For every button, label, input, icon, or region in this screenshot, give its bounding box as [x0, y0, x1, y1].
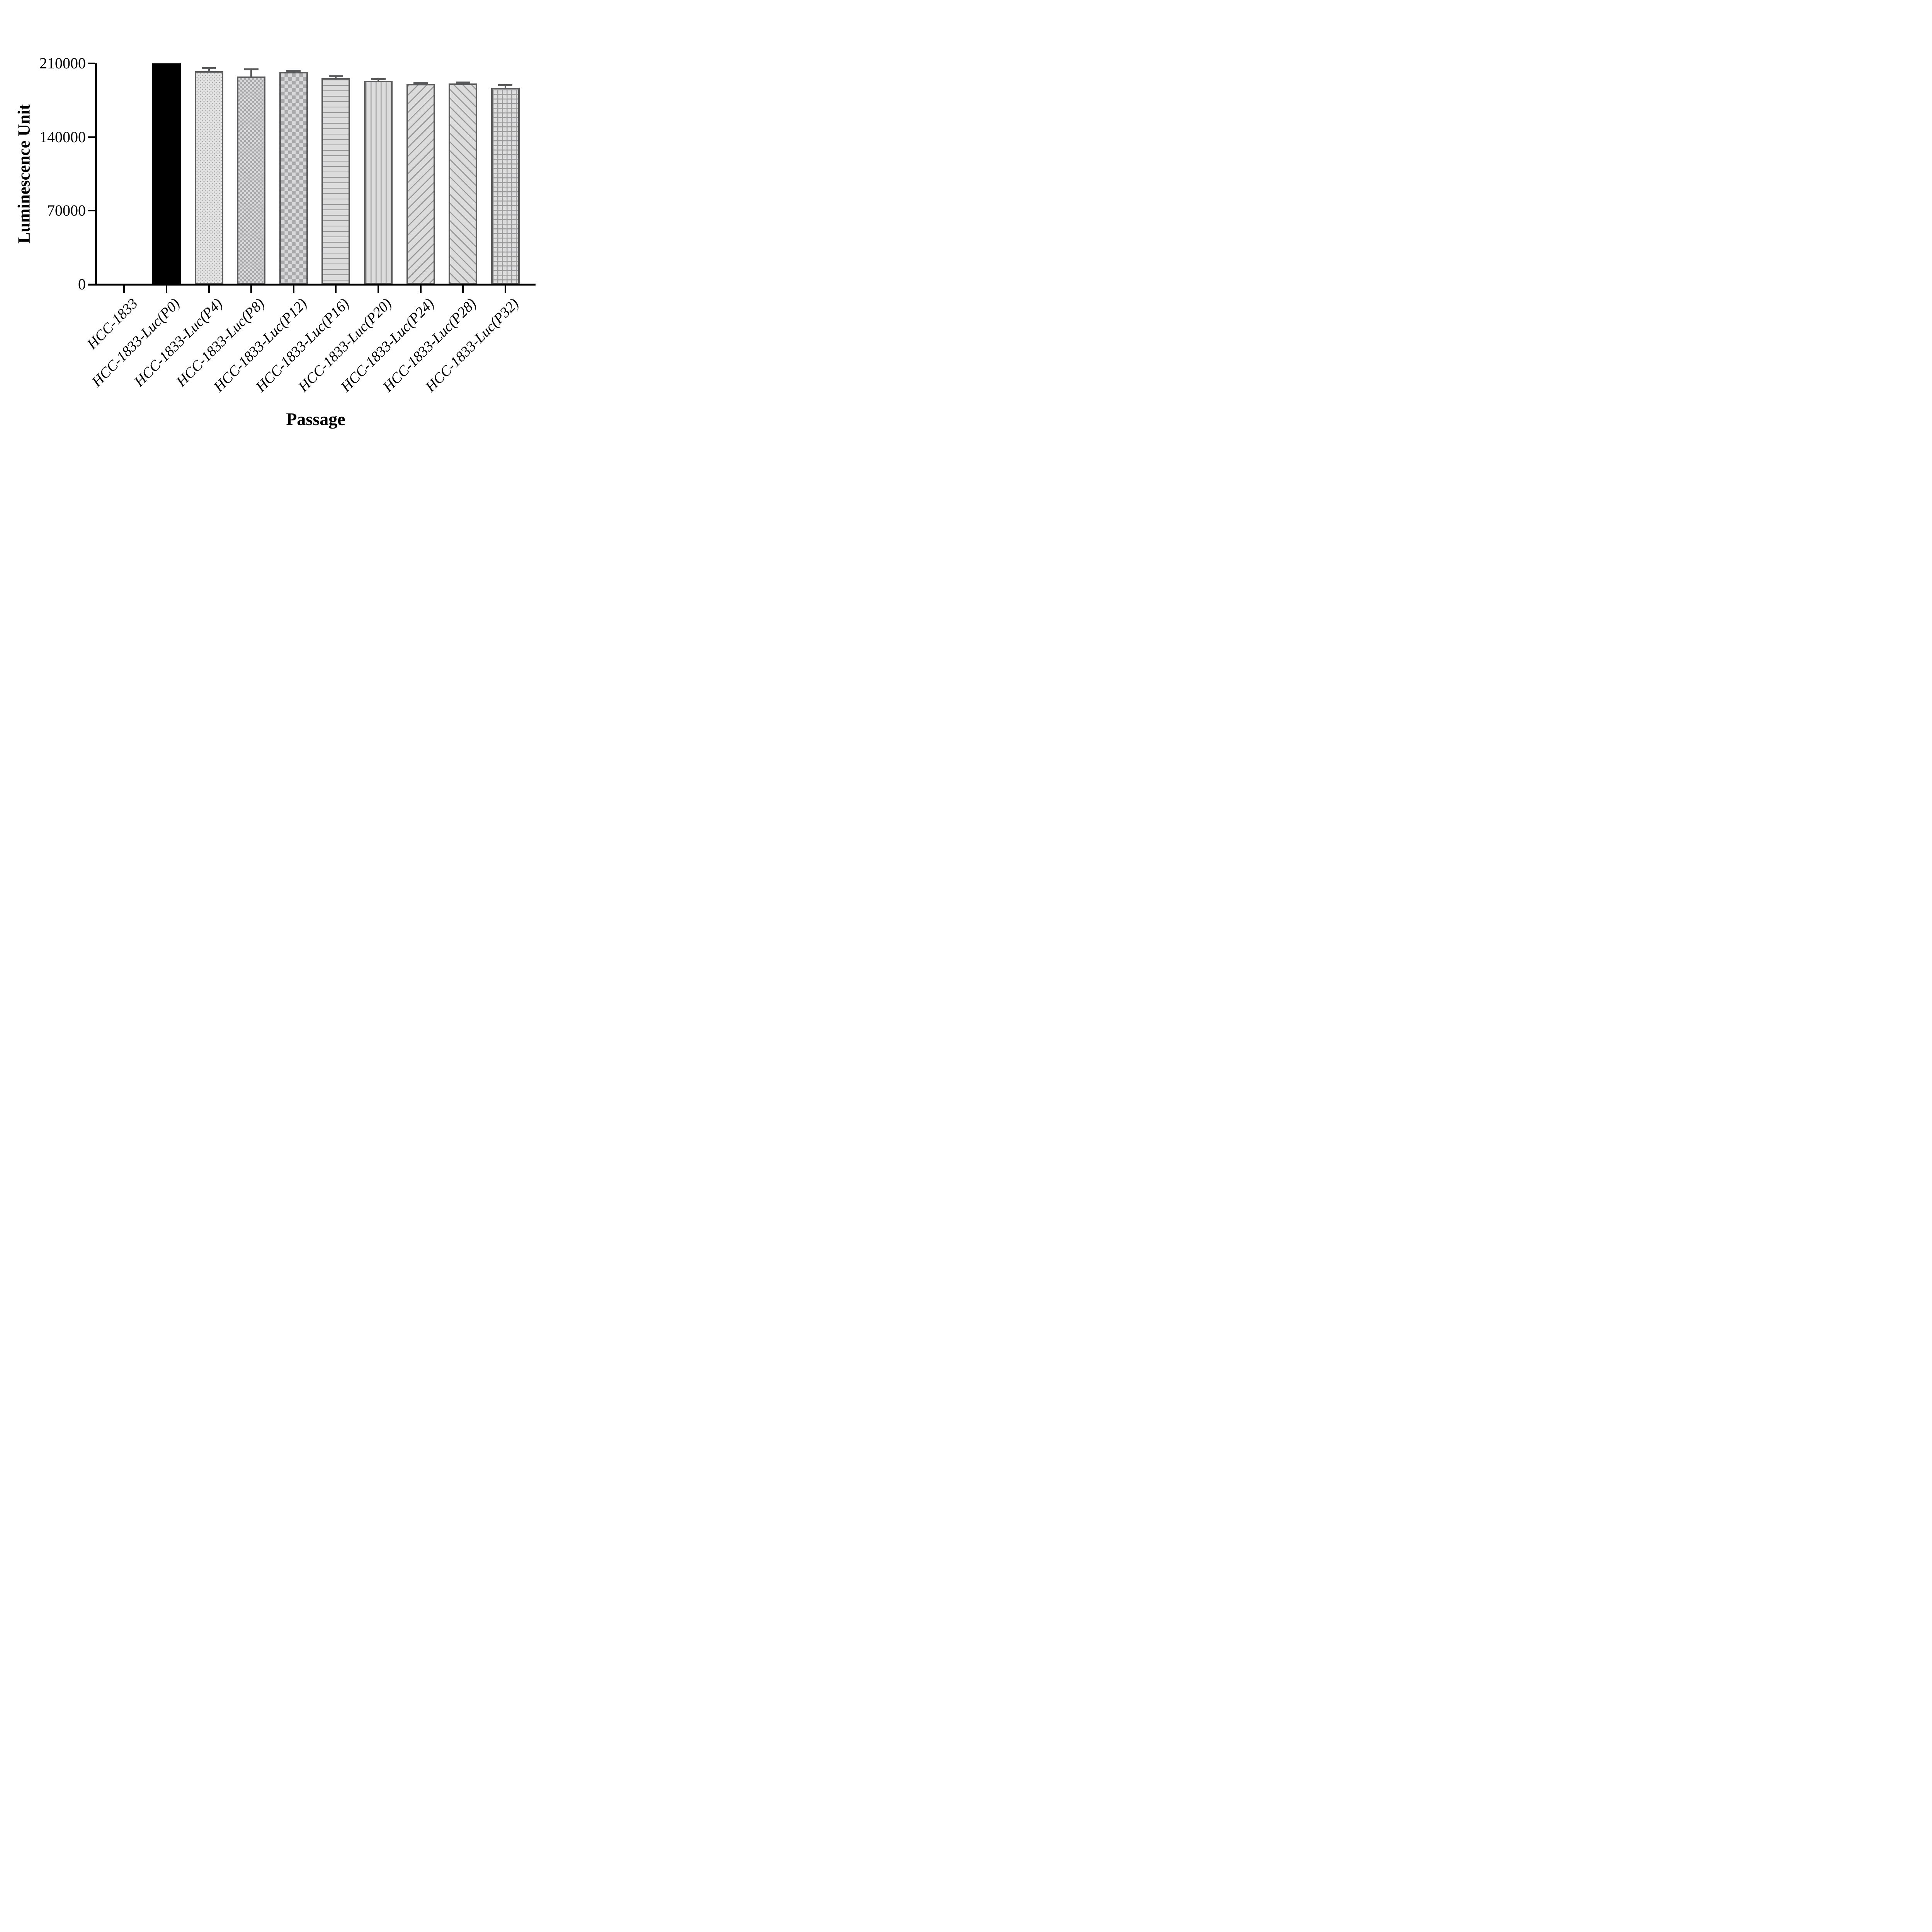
x-tick-hcc-1833-luc-p20 [378, 285, 379, 293]
error-bar-cap-hcc-1833-luc-p16 [328, 75, 343, 78]
bar-hcc-1833-luc-p12 [279, 71, 308, 284]
y-tick-0 [87, 284, 95, 285]
x-axis-line [88, 283, 536, 286]
error-bar-cap-hcc-1833-luc-p32 [498, 84, 513, 87]
error-bar-cap-hcc-1833-luc-p12 [286, 70, 301, 72]
y-axis-line [95, 63, 97, 284]
x-tick-hcc-1833-luc-p24 [420, 285, 422, 293]
bar-hcc-1833-luc-p8 [237, 77, 266, 284]
x-tick-hcc-1833-luc-p32 [504, 285, 506, 293]
error-bar-stem-hcc-1833-luc-p4 [208, 69, 210, 72]
y-tick-210000 [87, 63, 95, 64]
bar-hcc-1833-luc-p20 [364, 80, 393, 284]
x-axis-title: Passage [286, 409, 345, 429]
y-tick-140000 [87, 136, 95, 138]
bar-hcc-1833-luc-p28 [449, 83, 478, 284]
y-tick-label-70000: 70000 [47, 202, 86, 219]
bar-hcc-1833-luc-p24 [406, 84, 435, 284]
error-bar-stem-hcc-1833-luc-p16 [335, 77, 337, 79]
y-tick-label-0: 0 [78, 276, 86, 293]
x-tick-hcc-1833-luc-p28 [462, 285, 464, 293]
x-tick-hcc-1833-luc-p12 [293, 285, 294, 293]
error-bar-cap-hcc-1833-luc-p8 [244, 68, 259, 70]
error-bar-stem-hcc-1833-luc-p8 [250, 70, 252, 78]
bar-hcc-1833-luc-p32 [491, 87, 520, 284]
error-bar-cap-hcc-1833-luc-p24 [413, 82, 428, 85]
y-tick-70000 [87, 210, 95, 212]
bar-hcc-1833-luc-p16 [321, 78, 350, 284]
bar-hcc-1833-luc-p0 [152, 63, 181, 284]
error-bar-stem-hcc-1833-luc-p32 [504, 86, 506, 88]
y-tick-label-140000: 140000 [39, 128, 86, 146]
x-tick-hcc-1833-luc-p4 [208, 285, 210, 293]
x-tick-hcc-1833-luc-p8 [250, 285, 252, 293]
x-tick-hcc-1833-luc-p16 [335, 285, 337, 293]
x-tick-hcc-1833 [123, 285, 125, 293]
bar-hcc-1833-luc-p4 [194, 71, 223, 284]
x-tick-hcc-1833-luc-p0 [166, 285, 167, 293]
error-bar-cap-hcc-1833-luc-p28 [456, 82, 470, 84]
y-tick-label-210000: 210000 [39, 54, 86, 72]
error-bar-cap-hcc-1833-luc-p4 [202, 67, 216, 70]
y-axis-title: Luminescence Unit [14, 104, 34, 244]
error-bar-cap-hcc-1833-luc-p20 [371, 78, 386, 80]
bar-chart-figure: Luminescence Unit Passage 0 70000 140000 21… [0, 0, 566, 437]
